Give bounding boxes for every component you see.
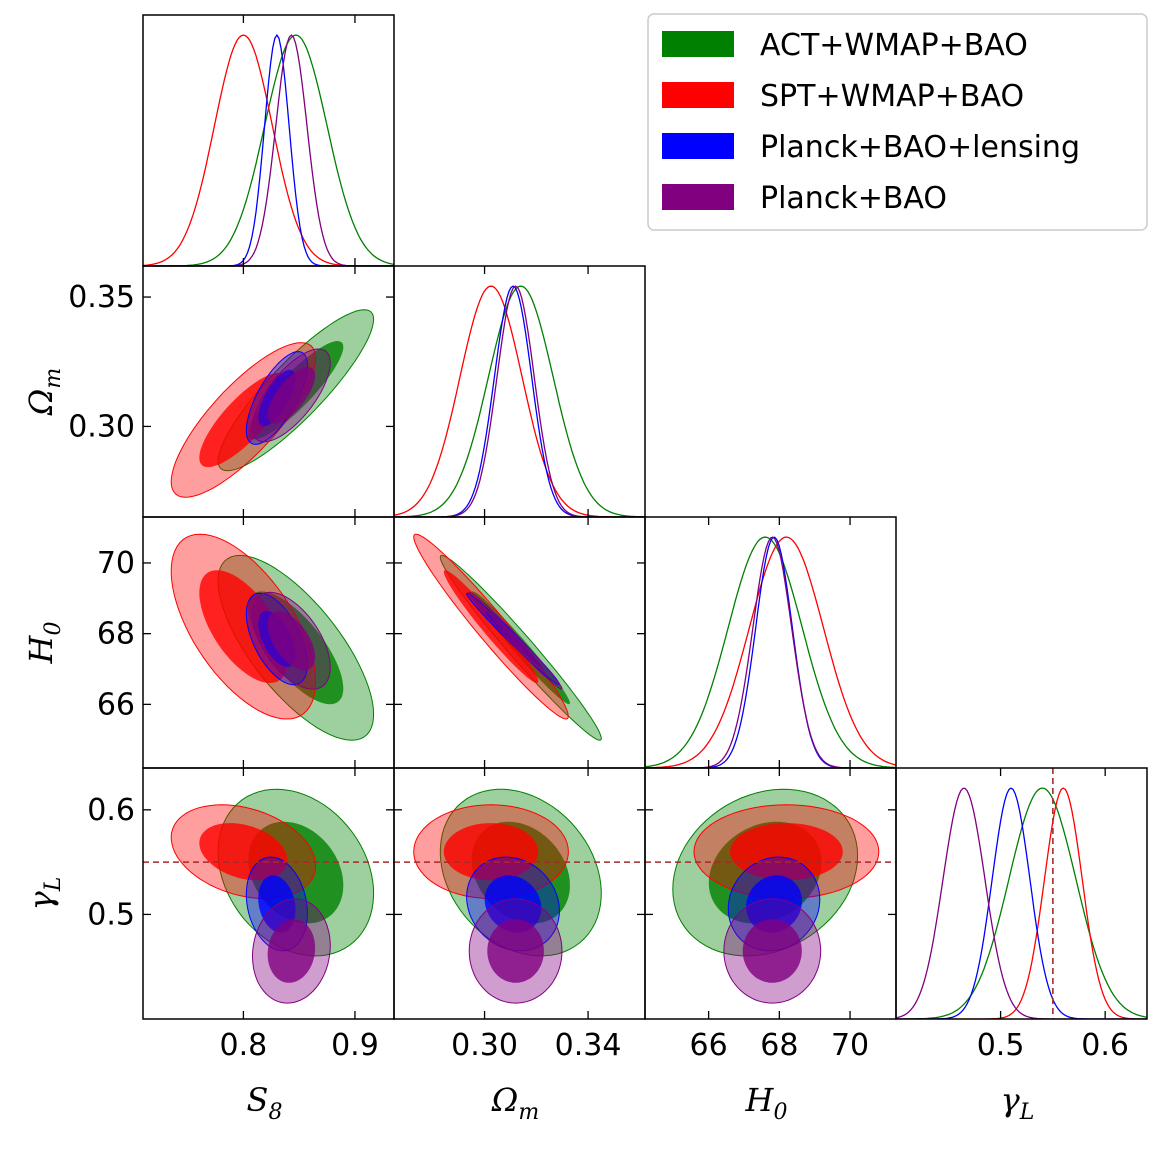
contour-1sigma-spt-wmap-bao (199, 823, 288, 881)
marginal-planck-bao-lensing-S8 (143, 33, 394, 266)
contour-1sigma-planck-bao (487, 919, 544, 983)
contour-1sigma-spt-wmap-bao (443, 823, 539, 881)
axis-label: H0 (22, 622, 66, 665)
contour-1sigma-planck-bao-lensing (258, 875, 296, 933)
y-tick-label: 0.30 (68, 409, 135, 444)
contour-1sigma-planck-bao-lensing (746, 875, 802, 933)
contour-1sigma-planck-bao (267, 611, 316, 671)
panel-H0-vs-Om (393, 516, 646, 769)
contour-1sigma-spt-wmap-bao (199, 570, 288, 683)
panel-gL-vs-S8: 0.8 0.9 0.5 0.6 (87, 767, 395, 1063)
legend-swatch (662, 133, 734, 159)
legend-swatch (662, 184, 734, 210)
x-tick-label: 70 (831, 1028, 869, 1063)
x-tick-label: 0.9 (331, 1028, 379, 1063)
marginal-act-wmap-bao-gL (896, 787, 1147, 1019)
x-tick-label: 0.8 (220, 1028, 268, 1063)
marginal-spt-wmap-bao-H0 (645, 536, 896, 768)
contour-1sigma-spt-wmap-bao (730, 823, 843, 881)
marginal-planck-bao-Om (394, 285, 645, 517)
x-tick-label: 66 (690, 1028, 728, 1063)
legend-label: Planck+BAO+lensing (760, 130, 1080, 165)
panel-gL-vs-Om: 0.30 0.34 (393, 767, 646, 1063)
contour-1sigma-planck-bao-lensing (484, 875, 542, 933)
marginal-act-wmap-bao-Om (394, 285, 645, 517)
panels: 0.30 0.35 66 68 70 0.8 0.9 0.5 0.6 0.30 0.34 66 68 70… (22, 14, 1148, 1125)
axis-label: H0 (745, 1081, 788, 1125)
panel-frame (895, 767, 1148, 1020)
axis-label: Ωm (491, 1081, 539, 1125)
marginal-planck-bao-H0 (645, 536, 896, 768)
legend-label: SPT+WMAP+BAO (760, 79, 1024, 114)
panel-gL-vs-gL: 0.5 0.6 (895, 767, 1148, 1063)
legend-label: ACT+WMAP+BAO (760, 28, 1028, 63)
axis-label: Ωm (22, 368, 66, 416)
y-tick-label: 0.35 (68, 280, 135, 315)
contour-1sigma-planck-bao (267, 367, 316, 424)
legend-swatch (662, 31, 734, 57)
y-tick-label: 0.5 (87, 897, 135, 932)
legend: ACT+WMAP+BAO SPT+WMAP+BAO Planck+BAO+lensi… (647, 13, 1148, 231)
marginal-act-wmap-bao-S8 (143, 34, 394, 266)
panel-frame (142, 14, 395, 267)
marginal-act-wmap-bao-H0 (645, 536, 896, 768)
panel-S8-vs-S8 (142, 14, 395, 267)
legend-swatch (662, 82, 734, 108)
x-tick-label: 0.5 (977, 1028, 1025, 1063)
y-tick-label: 0.6 (87, 793, 135, 828)
marginal-spt-wmap-bao-Om (394, 285, 645, 517)
legend-frame (647, 13, 1148, 231)
axis-label: γL (1001, 1081, 1035, 1125)
panel-gL-vs-H0: 66 68 70 (644, 767, 897, 1063)
y-tick-label: 70 (97, 546, 135, 581)
axis-label: S8 (247, 1081, 283, 1125)
x-tick-label: 0.34 (555, 1028, 622, 1063)
marginal-planck-bao-lensing-H0 (645, 536, 896, 768)
panel-Om-vs-Om (393, 265, 646, 518)
y-tick-label: 68 (97, 617, 135, 652)
panel-H0-vs-S8: 66 68 70 (97, 516, 395, 769)
legend-label: Planck+BAO (760, 181, 947, 216)
x-tick-label: 0.30 (451, 1028, 518, 1063)
contour-1sigma-planck-bao (487, 611, 544, 671)
panel-H0-vs-H0 (644, 516, 897, 769)
contour-1sigma-planck-bao (267, 919, 316, 983)
marginal-spt-wmap-bao-gL (896, 787, 1147, 1019)
contour-1sigma-spt-wmap-bao (443, 570, 539, 683)
marginal-planck-bao-gL (896, 787, 1147, 1019)
axis-label: γL (22, 877, 66, 911)
x-tick-label: 68 (760, 1028, 798, 1063)
contour-1sigma-planck-bao (742, 919, 802, 983)
y-tick-label: 66 (97, 687, 135, 722)
x-tick-label: 0.6 (1081, 1028, 1129, 1063)
marginal-planck-bao-lensing-Om (394, 285, 645, 517)
marginal-planck-bao-lensing-gL (896, 787, 1147, 1019)
panel-Om-vs-S8: 0.30 0.35 (68, 265, 395, 518)
panel-frame (644, 516, 897, 769)
